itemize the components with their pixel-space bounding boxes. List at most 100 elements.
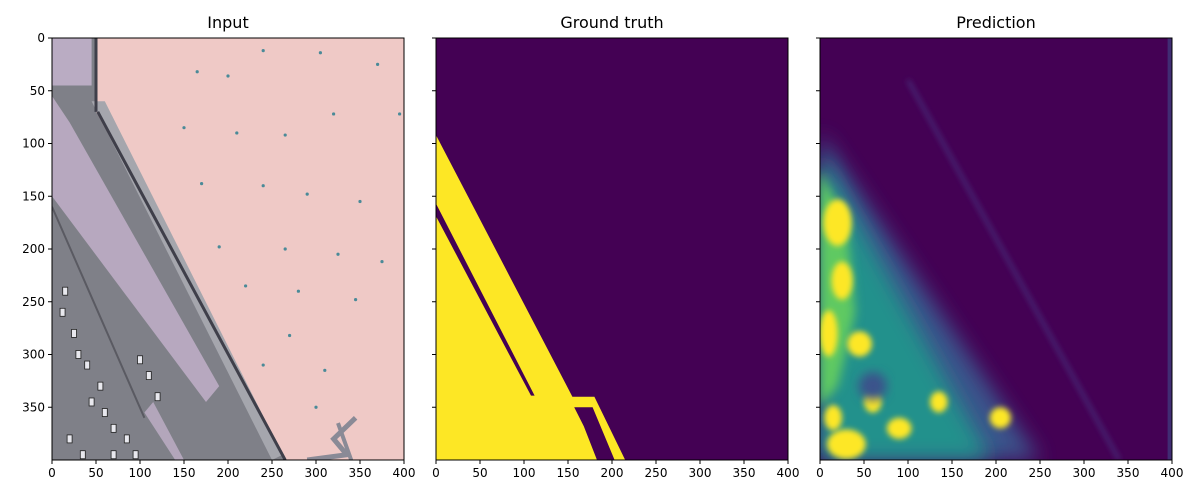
x-tick-label: 200: [601, 466, 624, 480]
roof-vent: [200, 181, 204, 186]
input-y-axis: 0 50 100 150 200 250 300 350: [22, 31, 52, 414]
input-image: [52, 38, 404, 460]
x-tick-label: 0: [816, 466, 824, 480]
roof-vent: [354, 298, 358, 302]
car: [101, 408, 108, 417]
x-tick-label: 100: [897, 466, 920, 480]
mask-gap: [436, 203, 535, 396]
top-lot: [52, 38, 92, 86]
panel-ground-truth-title: Ground truth: [560, 13, 663, 32]
x-tick-label: 50: [88, 466, 103, 480]
panel-ground-truth: Ground truth 0 50 100 150 200 250 300 350 400: [432, 13, 799, 480]
heat-hotspot: [823, 199, 852, 246]
roof-vent: [398, 112, 402, 116]
x-tick-label: 350: [1117, 466, 1140, 480]
heat-right-edge: [1167, 38, 1172, 460]
x-tick-label: 250: [645, 466, 668, 480]
x-tick-label: 300: [689, 466, 712, 480]
car: [79, 450, 86, 460]
car: [145, 371, 152, 381]
heat-hotspot: [827, 429, 866, 459]
roof-vent: [314, 405, 318, 409]
x-tick-label: 150: [173, 466, 196, 480]
x-tick-label: 200: [985, 466, 1008, 480]
heat-hotspot: [847, 331, 872, 357]
road-edge: [96, 111, 287, 460]
x-tick-label: 0: [48, 466, 56, 480]
car: [71, 328, 77, 338]
heat-dark-spot: [858, 372, 887, 401]
y-tick-label: 300: [22, 348, 45, 362]
y-tick-label: 350: [22, 400, 45, 414]
ground-truth-mask: [436, 38, 788, 460]
x-tick-label: 350: [349, 466, 372, 480]
y-tick-label: 200: [22, 242, 45, 256]
lane-divider: [52, 206, 146, 419]
x-tick-label: 300: [305, 466, 328, 480]
x-tick-label: 250: [261, 466, 284, 480]
car: [110, 423, 117, 433]
car: [66, 434, 73, 444]
ground-truth-y-axis: [432, 37, 436, 408]
car: [62, 286, 69, 296]
y-tick-label: 250: [22, 295, 45, 309]
roof-vent: [261, 363, 265, 367]
x-tick-label: 400: [393, 466, 416, 480]
x-tick-label: 200: [217, 466, 240, 480]
car: [110, 450, 117, 460]
roof-vent: [182, 126, 186, 130]
x-tick-label: 0: [432, 466, 440, 480]
roof-vent: [261, 49, 265, 53]
roof-vent: [323, 368, 327, 372]
roof-vent: [195, 70, 199, 74]
car: [84, 360, 91, 370]
car: [75, 350, 82, 359]
structure: [306, 415, 358, 460]
x-tick-label: 100: [513, 466, 536, 480]
sidewalk-strip: [52, 96, 220, 402]
roof-vent: [336, 252, 340, 256]
roof-vent: [376, 62, 380, 66]
mask-foreground: [436, 135, 626, 460]
heat-hotspot: [886, 417, 912, 439]
heat-hotspot: [989, 407, 1011, 429]
roof-vent: [332, 112, 336, 116]
prediction-heatmap: [820, 38, 1172, 460]
input-x-axis: 0 50 100 150 200 250 300 350 400: [48, 460, 415, 480]
roof-vent: [283, 247, 287, 251]
roof-vent: [244, 284, 248, 288]
prediction-y-axis: [816, 37, 820, 408]
roof-vent: [235, 131, 239, 135]
roof-vent: [283, 133, 287, 137]
x-tick-label: 50: [856, 466, 871, 480]
x-tick-label: 50: [472, 466, 487, 480]
x-tick-label: 350: [733, 466, 756, 480]
roof-vent: [217, 245, 221, 249]
lower-strip: [144, 402, 184, 460]
roof-vent: [226, 74, 230, 78]
heat-hotspot: [820, 310, 838, 357]
panel-input: Input 0 50 100 150 200 250 300 350 400 0 50 100 150…: [22, 13, 415, 480]
x-tick-label: 250: [1029, 466, 1052, 480]
panel-prediction: Prediction 0 50 100 150 200 250 300 350 400: [816, 13, 1183, 480]
heat-hotspot: [930, 391, 948, 413]
car: [88, 397, 95, 407]
x-tick-label: 400: [1161, 466, 1184, 480]
roof-vent: [288, 333, 292, 338]
car: [59, 307, 66, 317]
x-tick-label: 150: [557, 466, 580, 480]
roof-vent: [380, 260, 384, 264]
roof-vent: [305, 192, 309, 196]
car: [123, 434, 130, 444]
ground-truth-x-axis: 0 50 100 150 200 250 300 350 400: [432, 460, 799, 480]
roof-vent: [296, 289, 300, 293]
heat-faint-line: [906, 79, 1121, 460]
y-tick-label: 100: [22, 137, 45, 151]
structure: [336, 422, 354, 460]
y-tick-label: 150: [22, 189, 45, 203]
y-tick-label: 50: [30, 84, 45, 98]
x-tick-label: 400: [777, 466, 800, 480]
mask-notch: [574, 407, 615, 460]
x-tick-label: 100: [129, 466, 152, 480]
